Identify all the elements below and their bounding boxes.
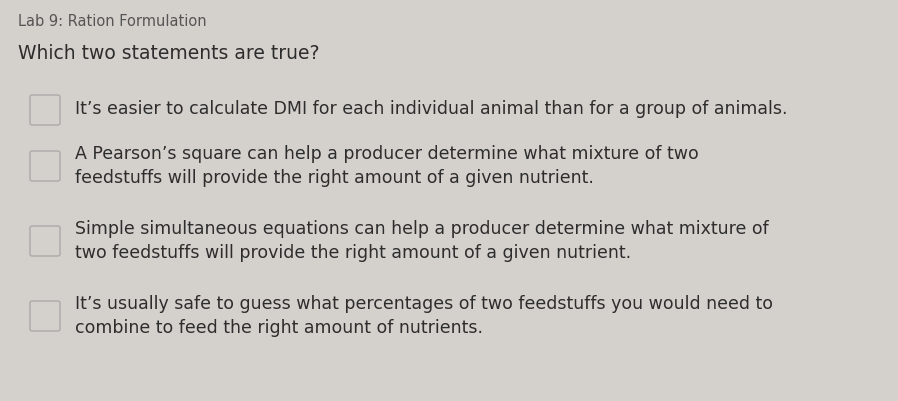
Text: Simple simultaneous equations can help a producer determine what mixture of
two : Simple simultaneous equations can help a… [75,219,769,261]
Text: It’s usually safe to guess what percentages of two feedstuffs you would need to
: It’s usually safe to guess what percenta… [75,294,773,336]
Text: Which two statements are true?: Which two statements are true? [18,44,320,63]
Text: Lab 9: Ration Formulation: Lab 9: Ration Formulation [18,14,207,29]
Text: A Pearson’s square can help a producer determine what mixture of two
feedstuffs : A Pearson’s square can help a producer d… [75,145,699,187]
Text: It’s easier to calculate DMI for each individual animal than for a group of anim: It’s easier to calculate DMI for each in… [75,100,788,118]
